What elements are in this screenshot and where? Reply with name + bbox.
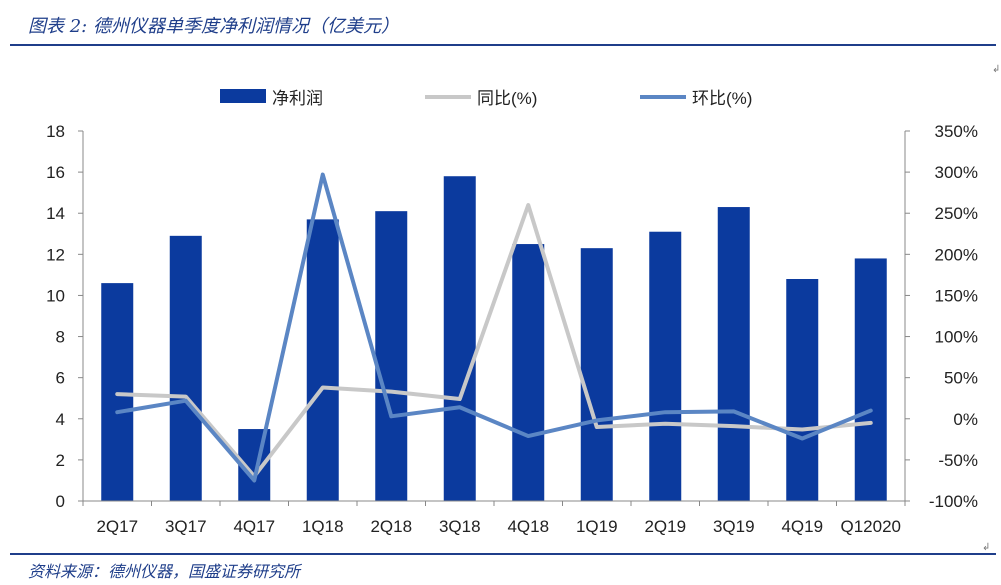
bar-1Q18 bbox=[306, 219, 339, 501]
legend-net-profit-swatch bbox=[220, 89, 266, 103]
left-tick-label: 2 bbox=[56, 451, 65, 470]
bar-4Q18 bbox=[512, 244, 545, 502]
left-tick-label: 12 bbox=[46, 245, 65, 264]
figure-caption: 图表 2: 德州仪器单季度净利润情况（亿美元） bbox=[28, 16, 399, 37]
x-tick-label: 3Q18 bbox=[439, 517, 481, 536]
right-tick-label: 100% bbox=[935, 328, 978, 347]
left-tick-label: 16 bbox=[46, 163, 65, 182]
x-tick-label: 4Q18 bbox=[507, 517, 549, 536]
bar-3Q19 bbox=[717, 207, 750, 502]
bar-2Q19 bbox=[649, 231, 682, 501]
legend-qoq-label: 环比(%) bbox=[692, 89, 752, 108]
legend-net-profit-label: 净利润 bbox=[272, 89, 323, 108]
left-tick-label: 8 bbox=[56, 328, 65, 347]
x-tick-label: 2Q18 bbox=[370, 517, 412, 536]
yoy-line bbox=[115, 203, 873, 479]
paragraph-mark-bottom: ↲ bbox=[982, 542, 991, 553]
bar-3Q17 bbox=[169, 235, 202, 502]
right-tick-label: -100% bbox=[929, 492, 978, 511]
x-tick-label: 4Q19 bbox=[781, 517, 823, 536]
right-tick-label: 200% bbox=[935, 245, 978, 264]
paragraph-mark: ↲ bbox=[992, 64, 1001, 75]
x-tick-label: 3Q17 bbox=[165, 517, 207, 536]
chart: 净利润 同比(%) 环比(%) 0 2 4 6 8 10 12 14 16 18 -100% -50% 0%… bbox=[46, 89, 978, 536]
left-tick-label: 4 bbox=[56, 410, 65, 429]
bottom-rule bbox=[10, 553, 996, 555]
x-tick-label: 2Q17 bbox=[96, 517, 138, 536]
bar-1Q19 bbox=[580, 248, 613, 501]
x-tick-label: 3Q19 bbox=[713, 517, 755, 536]
left-tick-label: 10 bbox=[46, 286, 65, 305]
top-rule bbox=[10, 44, 996, 46]
bar-2Q18 bbox=[375, 211, 408, 501]
right-tick-label: 150% bbox=[935, 286, 978, 305]
left-tick-label: 6 bbox=[56, 369, 65, 388]
bar-3Q18 bbox=[443, 176, 476, 501]
left-tick-label: 14 bbox=[46, 204, 65, 223]
bar-4Q19 bbox=[786, 279, 819, 501]
right-tick-label: 250% bbox=[935, 204, 978, 223]
x-tick-label: 1Q19 bbox=[576, 517, 618, 536]
bars bbox=[101, 176, 887, 502]
x-tick-label: 2Q19 bbox=[644, 517, 686, 536]
source-note: 资料来源：德州仪器，国盛证券研究所 bbox=[28, 562, 301, 581]
left-tick-label: 0 bbox=[56, 492, 65, 511]
bar-Q12020 bbox=[854, 258, 887, 501]
x-tick-label: Q12020 bbox=[841, 517, 902, 536]
lines bbox=[115, 172, 873, 483]
x-tick-label: 4Q17 bbox=[233, 517, 275, 536]
right-tick-label: 50% bbox=[944, 369, 978, 388]
right-tick-label: 0% bbox=[953, 410, 978, 429]
left-tick-label: 18 bbox=[46, 122, 65, 141]
right-tick-label: 300% bbox=[935, 163, 978, 182]
qoq-line bbox=[115, 172, 873, 483]
axes: 0 2 4 6 8 10 12 14 16 18 -100% -50% 0% 50% 100% 150% 200… bbox=[46, 122, 978, 536]
bar-2Q17 bbox=[101, 283, 134, 501]
right-tick-label: -50% bbox=[938, 451, 978, 470]
legend-yoy-label: 同比(%) bbox=[477, 89, 537, 108]
right-tick-label: 350% bbox=[935, 122, 978, 141]
legend: 净利润 同比(%) 环比(%) bbox=[220, 89, 752, 108]
x-tick-label: 1Q18 bbox=[302, 517, 344, 536]
